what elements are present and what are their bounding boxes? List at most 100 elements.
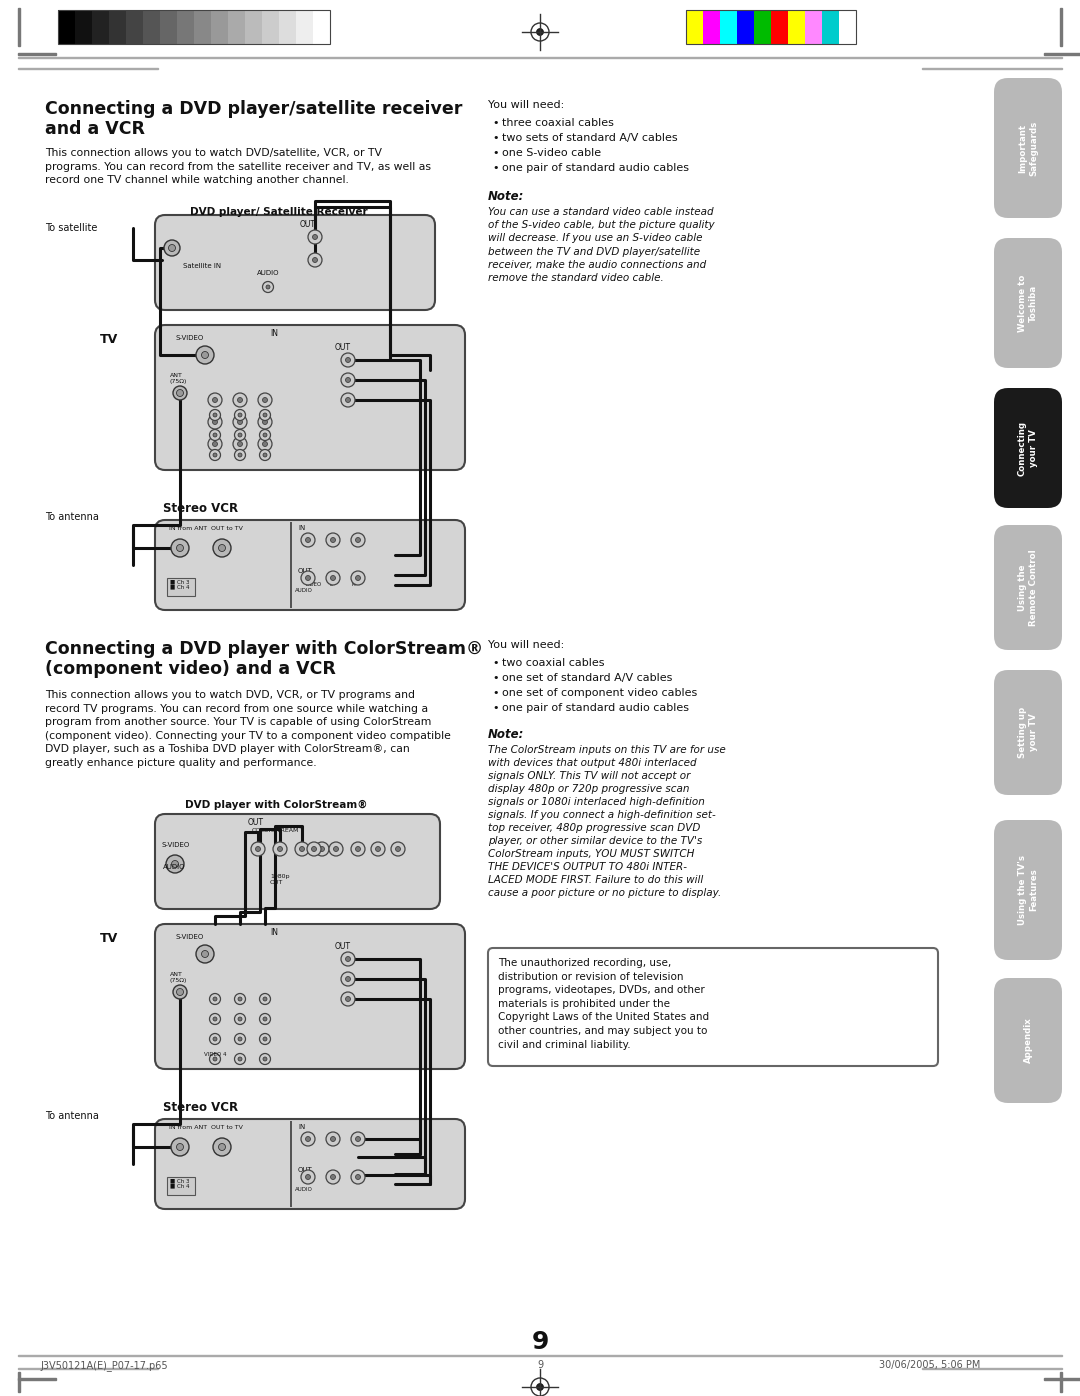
Text: •: • [492, 704, 499, 713]
Bar [771, 10, 788, 45]
Circle shape [264, 452, 267, 456]
Circle shape [355, 846, 361, 852]
Bar [291, 1121, 292, 1208]
Circle shape [334, 846, 338, 852]
Text: Setting up
your TV: Setting up your TV [1018, 706, 1038, 758]
Text: Connecting
your TV: Connecting your TV [1018, 420, 1038, 476]
Text: DVD player with ColorStream®: DVD player with ColorStream® [185, 800, 367, 810]
Circle shape [311, 846, 316, 852]
Bar [143, 10, 160, 45]
Text: IN from ANT: IN from ANT [168, 1125, 207, 1129]
Circle shape [346, 956, 351, 962]
Text: TV: TV [100, 933, 118, 945]
Circle shape [341, 394, 355, 408]
Circle shape [264, 413, 267, 417]
Circle shape [351, 1170, 365, 1184]
Text: Note:: Note: [488, 727, 525, 741]
Circle shape [210, 450, 220, 461]
Text: OUT: OUT [335, 343, 351, 352]
Bar [58, 10, 330, 45]
Circle shape [330, 575, 336, 581]
Circle shape [326, 571, 340, 585]
Text: OUT: OUT [248, 818, 264, 826]
Text: •: • [492, 658, 499, 669]
Circle shape [171, 539, 189, 557]
Circle shape [213, 420, 217, 424]
Text: ■ Ch 3
■ Ch 4: ■ Ch 3 ■ Ch 4 [170, 579, 189, 589]
Text: OUT: OUT [335, 942, 351, 951]
Circle shape [259, 1054, 270, 1065]
Text: Important
Safeguards: Important Safeguards [1018, 120, 1038, 176]
Text: one pair of standard audio cables: one pair of standard audio cables [502, 163, 689, 173]
Circle shape [264, 1037, 267, 1041]
Circle shape [264, 997, 267, 1001]
Text: AUDIO: AUDIO [163, 864, 186, 870]
Circle shape [301, 571, 315, 585]
Circle shape [264, 1018, 267, 1020]
Bar [58, 10, 75, 45]
Circle shape [330, 1174, 336, 1180]
Circle shape [330, 1136, 336, 1142]
Circle shape [213, 398, 217, 402]
Text: TV: TV [100, 334, 118, 346]
Circle shape [306, 1136, 311, 1142]
Circle shape [213, 433, 217, 437]
Text: Using the
Remote Control: Using the Remote Control [1018, 549, 1038, 625]
Text: To antenna: To antenna [45, 512, 99, 522]
Text: •: • [492, 673, 499, 683]
Circle shape [264, 1057, 267, 1061]
Circle shape [259, 994, 270, 1005]
Text: OUT: OUT [298, 1167, 313, 1173]
FancyBboxPatch shape [156, 814, 440, 909]
Text: Welcome to
Toshiba: Welcome to Toshiba [1018, 274, 1038, 332]
Circle shape [218, 1143, 226, 1150]
Text: two coaxial cables: two coaxial cables [502, 658, 605, 669]
Bar [822, 10, 839, 45]
Text: J3V50121A(E)_P07-17.p65: J3V50121A(E)_P07-17.p65 [40, 1360, 167, 1371]
Text: AUDIO: AUDIO [295, 1187, 313, 1192]
Circle shape [376, 846, 380, 852]
Circle shape [238, 1018, 242, 1020]
Text: OUT to TV: OUT to TV [211, 1125, 243, 1129]
Circle shape [326, 1132, 340, 1146]
Bar [211, 10, 228, 45]
Text: S-VIDEO: S-VIDEO [162, 842, 190, 847]
Circle shape [259, 1033, 270, 1044]
Text: ANT
(75Ω): ANT (75Ω) [170, 972, 187, 983]
Circle shape [256, 846, 260, 852]
Text: VIDEO: VIDEO [305, 582, 322, 586]
Text: You will need:: You will need: [488, 639, 564, 651]
Circle shape [308, 253, 322, 267]
Circle shape [210, 994, 220, 1005]
Circle shape [164, 240, 180, 255]
Circle shape [233, 394, 247, 408]
Circle shape [326, 1170, 340, 1184]
Text: 1080p
OUT: 1080p OUT [270, 874, 289, 885]
Circle shape [320, 846, 324, 852]
Circle shape [273, 842, 287, 856]
Circle shape [173, 986, 187, 1000]
Text: 9: 9 [537, 1360, 543, 1369]
Circle shape [262, 420, 268, 424]
Circle shape [351, 533, 365, 547]
Bar [720, 10, 737, 45]
Circle shape [208, 394, 222, 408]
Text: and a VCR: and a VCR [45, 120, 145, 138]
Text: IN: IN [298, 525, 306, 530]
Text: Stereo VCR: Stereo VCR [163, 503, 238, 515]
Circle shape [210, 409, 220, 420]
FancyBboxPatch shape [994, 670, 1062, 794]
Circle shape [391, 842, 405, 856]
Bar [167, 578, 195, 596]
Circle shape [213, 452, 217, 456]
Circle shape [330, 537, 336, 543]
Circle shape [308, 230, 322, 244]
Circle shape [234, 1033, 245, 1044]
Circle shape [351, 571, 365, 585]
Bar [167, 1177, 195, 1195]
Text: The ColorStream inputs on this TV are for use
with devices that output 480i inte: The ColorStream inputs on this TV are fo… [488, 745, 726, 899]
Text: one set of component video cables: one set of component video cables [502, 688, 698, 698]
Bar [703, 10, 720, 45]
Circle shape [299, 846, 305, 852]
Bar [686, 10, 856, 45]
